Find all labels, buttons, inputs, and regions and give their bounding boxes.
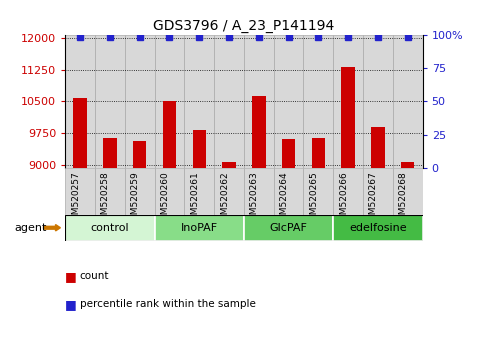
Bar	[333, 215, 423, 241]
Bar	[214, 167, 244, 215]
Bar	[155, 167, 185, 215]
Bar	[363, 167, 393, 215]
Bar	[222, 162, 236, 354]
Bar	[244, 167, 274, 215]
Bar	[95, 35, 125, 167]
Bar	[363, 35, 393, 167]
Bar	[312, 138, 325, 354]
Bar	[73, 98, 87, 354]
Bar	[185, 167, 214, 215]
Bar	[244, 215, 333, 241]
Bar	[274, 35, 303, 167]
Text: GSM520267: GSM520267	[369, 171, 378, 226]
Text: control: control	[91, 223, 129, 233]
Bar	[303, 167, 333, 215]
Text: GSM520264: GSM520264	[280, 171, 289, 226]
Bar	[303, 35, 333, 167]
Text: GSM520263: GSM520263	[250, 171, 259, 226]
Bar	[65, 35, 95, 167]
Text: edelfosine: edelfosine	[349, 223, 407, 233]
Bar	[65, 215, 155, 241]
Bar	[333, 35, 363, 167]
Text: GlcPAF: GlcPAF	[270, 223, 308, 233]
Bar	[333, 167, 363, 215]
Bar	[393, 35, 423, 167]
Text: GSM520268: GSM520268	[399, 171, 408, 226]
Text: GSM520258: GSM520258	[101, 171, 110, 226]
Text: agent: agent	[14, 223, 47, 233]
Text: ■: ■	[65, 270, 77, 282]
Bar	[214, 35, 244, 167]
Text: GSM520262: GSM520262	[220, 171, 229, 226]
Text: GSM520266: GSM520266	[339, 171, 348, 226]
Bar	[155, 215, 244, 241]
Text: GSM520257: GSM520257	[71, 171, 80, 226]
Text: percentile rank within the sample: percentile rank within the sample	[80, 299, 256, 309]
Bar	[103, 138, 116, 354]
Bar	[125, 35, 155, 167]
Text: count: count	[80, 271, 109, 281]
Text: GSM520260: GSM520260	[160, 171, 170, 226]
Bar	[274, 167, 303, 215]
Bar	[65, 167, 95, 215]
Bar	[282, 139, 295, 354]
Bar	[252, 96, 266, 354]
Bar	[341, 67, 355, 354]
Bar	[125, 167, 155, 215]
Text: ■: ■	[65, 298, 77, 311]
Bar	[244, 35, 274, 167]
Bar	[393, 167, 423, 215]
Title: GDS3796 / A_23_P141194: GDS3796 / A_23_P141194	[153, 19, 335, 33]
Bar	[95, 167, 125, 215]
Bar	[155, 35, 185, 167]
Text: GSM520265: GSM520265	[310, 171, 318, 226]
Bar	[185, 35, 214, 167]
Text: GSM520259: GSM520259	[131, 171, 140, 226]
Bar	[163, 101, 176, 354]
Bar	[401, 161, 414, 354]
Bar	[371, 127, 384, 354]
Bar	[133, 141, 146, 354]
Text: InoPAF: InoPAF	[181, 223, 218, 233]
Text: GSM520261: GSM520261	[190, 171, 199, 226]
Bar	[193, 130, 206, 354]
